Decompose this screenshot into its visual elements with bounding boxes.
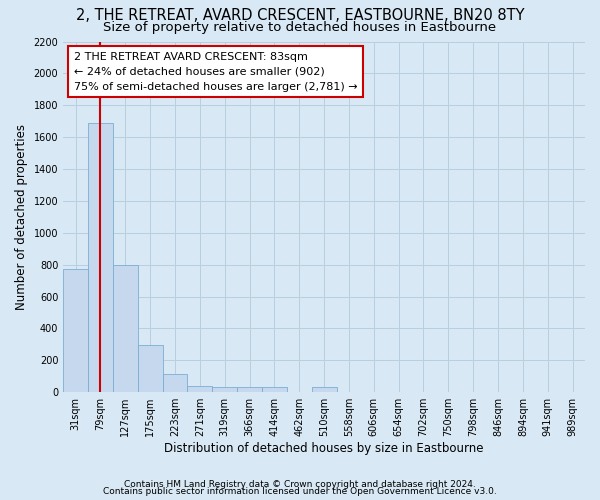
Text: Size of property relative to detached houses in Eastbourne: Size of property relative to detached ho… <box>103 21 497 34</box>
Bar <box>262 388 287 392</box>
Bar <box>311 388 337 392</box>
Bar <box>88 123 113 392</box>
Bar <box>113 264 138 392</box>
Bar <box>187 386 212 392</box>
Text: 2, THE RETREAT, AVARD CRESCENT, EASTBOURNE, BN20 8TY: 2, THE RETREAT, AVARD CRESCENT, EASTBOUR… <box>76 8 524 22</box>
Text: 2 THE RETREAT AVARD CRESCENT: 83sqm
← 24% of detached houses are smaller (902)
7: 2 THE RETREAT AVARD CRESCENT: 83sqm ← 24… <box>74 52 357 92</box>
Y-axis label: Number of detached properties: Number of detached properties <box>15 124 28 310</box>
X-axis label: Distribution of detached houses by size in Eastbourne: Distribution of detached houses by size … <box>164 442 484 455</box>
Text: Contains HM Land Registry data © Crown copyright and database right 2024.: Contains HM Land Registry data © Crown c… <box>124 480 476 489</box>
Bar <box>163 374 187 392</box>
Bar <box>237 388 262 392</box>
Text: Contains public sector information licensed under the Open Government Licence v3: Contains public sector information licen… <box>103 487 497 496</box>
Bar <box>212 388 237 392</box>
Bar <box>63 270 88 392</box>
Bar <box>138 345 163 392</box>
